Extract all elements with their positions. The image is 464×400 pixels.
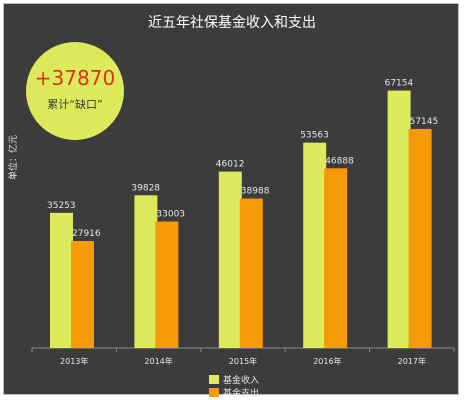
deficit-callout: +37870 累计“缺口” — [26, 42, 124, 140]
bar-income — [303, 142, 327, 348]
data-label-expense: 38988 — [241, 187, 270, 197]
data-label-expense: 33003 — [156, 209, 185, 219]
chart-title: 近五年社保基金收入和支出 — [148, 15, 316, 31]
deficit-label: 累计“缺口” — [47, 98, 103, 111]
x-tick-label: 2013年 — [60, 356, 88, 366]
data-label-expense: 46888 — [325, 156, 354, 166]
bar-expense — [155, 221, 179, 348]
deficit-value: +37870 — [34, 66, 116, 90]
bar-income — [218, 171, 242, 348]
x-tick-label: 2014年 — [144, 356, 172, 366]
bar-chart: 35253 27916 2013年 39828 33003 2014年 46012 38988… — [31, 79, 455, 366]
data-label-expense: 27916 — [72, 229, 101, 239]
data-label-income: 46012 — [216, 160, 245, 170]
x-tick-label: 2017年 — [398, 356, 426, 366]
legend-swatch-expense — [209, 388, 219, 397]
chart-frame: 近五年社保基金收入和支出 35253 27916 2013年 39828 33003 20… — [3, 3, 459, 399]
bar-expense — [71, 240, 94, 348]
bar-income — [134, 195, 158, 348]
legend-item-income: 基金收入 — [209, 374, 260, 386]
legend-label-expense: 基金支出 — [223, 389, 260, 399]
legend-item-expense: 基金支出 — [209, 387, 260, 399]
data-label-income: 67154 — [385, 79, 414, 89]
legend-label-income: 基金收入 — [223, 376, 260, 386]
data-label-income: 53563 — [300, 131, 329, 141]
x-tick-label: 2015年 — [229, 356, 257, 366]
data-label-income: 39828 — [131, 183, 160, 193]
y-axis-unit: 单位：亿元 — [9, 134, 19, 180]
bar-expense — [324, 168, 348, 348]
x-tick-label: 2016年 — [313, 356, 341, 366]
bar-income — [387, 90, 411, 349]
bar-expense — [408, 128, 432, 348]
chart-legend: 基金收入 基金支出 — [209, 374, 259, 400]
data-label-income: 35253 — [47, 201, 76, 211]
bar-income — [50, 212, 73, 348]
legend-swatch-income — [209, 375, 219, 384]
bar-expense — [239, 198, 263, 348]
data-label-expense: 57145 — [410, 117, 439, 127]
